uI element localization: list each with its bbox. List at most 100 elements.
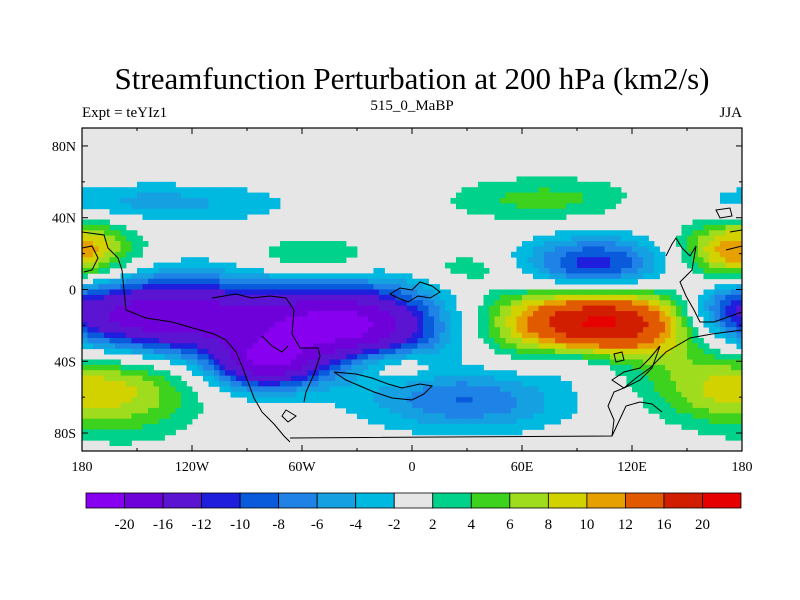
- field-cell: [434, 311, 440, 317]
- field-cell: [665, 397, 671, 403]
- field-cell: [670, 402, 677, 409]
- field-cell: [214, 203, 220, 210]
- field-cell: [478, 316, 484, 323]
- field-cell: [610, 203, 616, 210]
- field-cell: [269, 294, 275, 301]
- field-cell: [577, 311, 583, 317]
- field-cell: [318, 386, 325, 393]
- field-cell: [698, 343, 704, 350]
- field-cell: [373, 354, 380, 360]
- field-cell: [252, 359, 259, 366]
- field-cell: [219, 311, 226, 317]
- field-cell: [621, 267, 627, 274]
- field-cell: [516, 176, 523, 183]
- field-cell: [236, 203, 242, 210]
- field-cell: [126, 429, 132, 436]
- field-cell: [456, 370, 462, 377]
- field-cell: [714, 311, 721, 317]
- field-cell: [93, 246, 99, 253]
- field-cell: [98, 235, 105, 242]
- field-cell: [626, 267, 633, 274]
- field-cell: [560, 241, 567, 247]
- field-cell: [93, 289, 99, 296]
- field-cell: [566, 273, 572, 280]
- field-cell: [423, 311, 429, 317]
- field-cell: [522, 407, 528, 414]
- field-cell: [665, 321, 671, 328]
- field-cell: [478, 305, 484, 312]
- field-cell: [676, 354, 682, 360]
- field-cell: [599, 289, 605, 296]
- field-cell: [736, 192, 742, 199]
- field-cell: [687, 402, 693, 409]
- field-cell: [626, 343, 633, 350]
- field-cell: [373, 370, 380, 377]
- field-cell: [120, 203, 127, 210]
- field-cell: [648, 305, 655, 312]
- field-cell: [87, 257, 94, 263]
- field-cell: [731, 364, 737, 371]
- field-cell: [406, 337, 413, 344]
- field-cell: [538, 246, 545, 253]
- field-cell: [698, 397, 704, 403]
- field-cell: [181, 354, 187, 360]
- field-cell: [549, 418, 556, 425]
- field-cell: [505, 375, 512, 382]
- field-cell: [681, 300, 688, 307]
- field-cell: [582, 241, 589, 247]
- field-cell: [164, 375, 171, 382]
- field-cell: [307, 294, 314, 301]
- field-cell: [98, 429, 105, 436]
- field-cell: [703, 294, 710, 301]
- field-cell: [368, 348, 374, 355]
- field-cell: [357, 316, 363, 323]
- field-cell: [241, 208, 248, 215]
- field-cell: [159, 407, 165, 414]
- field-cell: [659, 305, 666, 312]
- field-cell: [93, 197, 99, 204]
- field-cell: [423, 354, 429, 360]
- field-cell: [153, 208, 160, 215]
- field-cell: [725, 434, 732, 441]
- field-cell: [632, 321, 638, 328]
- field-cell: [560, 267, 567, 274]
- field-cell: [203, 348, 209, 355]
- field-cell: [126, 289, 132, 296]
- field-cell: [230, 337, 237, 344]
- field-cell: [428, 284, 435, 290]
- field-cell: [703, 241, 710, 247]
- field-cell: [115, 402, 121, 409]
- field-cell: [676, 311, 682, 317]
- field-cell: [593, 246, 600, 253]
- field-cell: [115, 262, 121, 269]
- field-cell: [555, 262, 561, 269]
- field-cell: [428, 386, 435, 393]
- field-cell: [126, 294, 132, 301]
- field-cell: [406, 386, 413, 393]
- field-cell: [406, 321, 413, 328]
- field-cell: [725, 332, 732, 339]
- field-cell: [698, 413, 704, 420]
- field-cell: [676, 305, 682, 312]
- field-cell: [439, 359, 446, 366]
- field-cell: [104, 402, 110, 409]
- field-cell: [324, 316, 330, 323]
- field-cell: [670, 348, 677, 355]
- field-cell: [560, 251, 567, 258]
- field-cell: [109, 434, 116, 441]
- field-cell: [604, 278, 611, 285]
- field-cell: [522, 257, 528, 263]
- field-cell: [489, 187, 495, 193]
- field-cell: [412, 348, 418, 355]
- field-cell: [340, 294, 347, 301]
- field-cell: [351, 327, 358, 333]
- field-cell: [131, 208, 138, 215]
- field-cell: [192, 305, 198, 312]
- field-cell: [142, 354, 149, 360]
- field-cell: [538, 321, 545, 328]
- field-cell: [258, 197, 264, 204]
- field-cell: [417, 391, 424, 398]
- field-cell: [439, 413, 446, 420]
- field-cell: [208, 327, 215, 333]
- field-cell: [599, 343, 605, 350]
